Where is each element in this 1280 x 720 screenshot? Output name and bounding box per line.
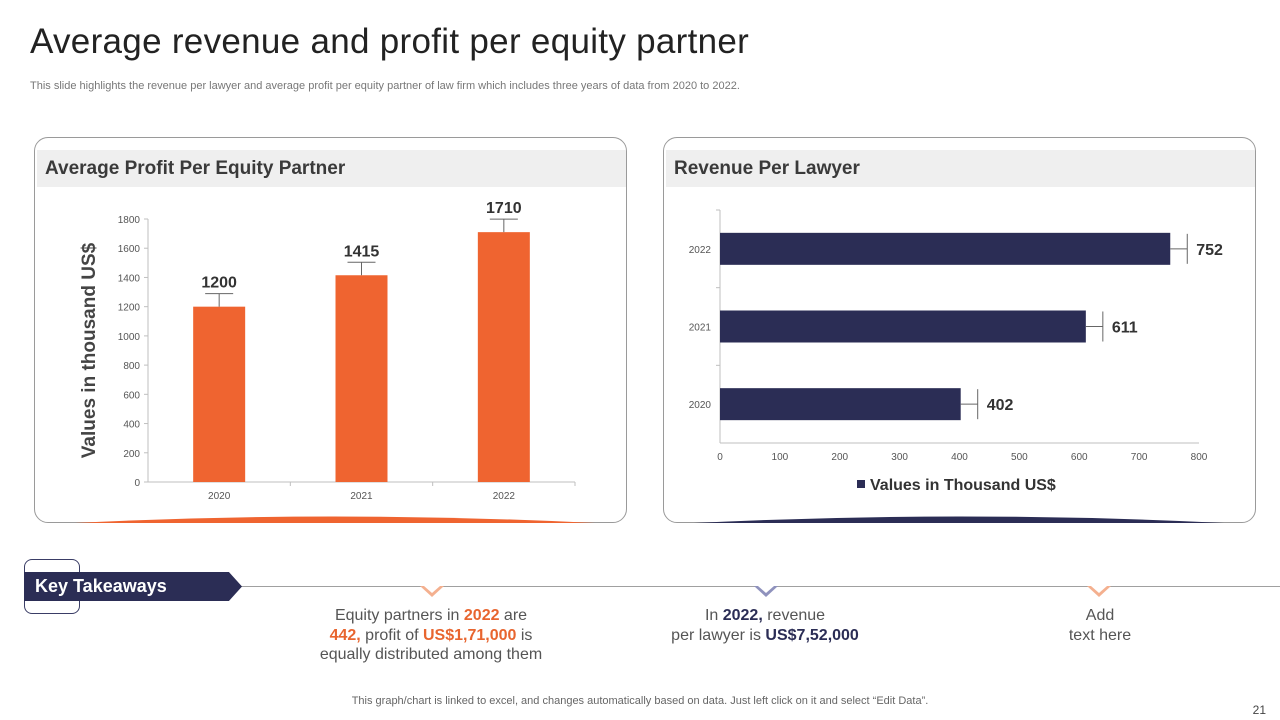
- page-subtitle: This slide highlights the revenue per la…: [30, 80, 740, 92]
- profit-chart-panel: Average Profit Per Equity Partner 0 200 40…: [34, 137, 627, 523]
- y-tick-label: 200: [123, 449, 140, 460]
- timeline-marker-1-inner: [424, 586, 440, 593]
- takeaway-1-line-3: equally distributed among them: [319, 646, 543, 663]
- timeline-marker-2-inner: [758, 586, 774, 593]
- legend-swatch: [857, 480, 865, 488]
- y-tick-label: 400: [123, 420, 140, 431]
- takeaway-3[interactable]: Add text here: [1040, 606, 1160, 645]
- bar-2021: [335, 275, 388, 482]
- takeaway-2-line-2: per lawyer is US$7,52,000: [671, 626, 859, 644]
- y-tick-label: 600: [123, 390, 140, 401]
- footer-note: This graph/chart is linked to excel, and…: [0, 695, 1280, 707]
- profit-bar-chart[interactable]: 0 200 400 600 800 1000 1200 1400 1600 1800 Values …: [35, 138, 628, 524]
- revenue-chart-header: Revenue Per Lawyer: [666, 150, 1255, 187]
- x-tick-label: 700: [1131, 452, 1148, 463]
- data-label-2020: 1200: [201, 275, 237, 292]
- y-tick-label: 1800: [118, 215, 141, 226]
- footer-note-text: This graph/chart is linked to excel, and…: [351, 695, 929, 707]
- y-tick-label: 1000: [118, 332, 141, 343]
- profit-chart-title: Average Profit Per Equity Partner: [45, 158, 346, 179]
- bar-2021: [720, 310, 1086, 343]
- legend-label: Values in Thousand US$: [870, 477, 1056, 494]
- bottom-accent-wave: [694, 516, 1224, 523]
- data-label-2021: 1415: [344, 243, 380, 260]
- x-tick-label: 400: [951, 452, 968, 463]
- key-takeaways-banner: Key Takeaways: [24, 572, 242, 601]
- y-tick-label: 2021: [689, 323, 712, 334]
- data-label-2021: 611: [1112, 320, 1138, 337]
- takeaway-2[interactable]: In 2022, revenue per lawyer is US$7,52,0…: [640, 606, 890, 645]
- takeaway-1[interactable]: Equity partners in 2022 are 442, profit …: [300, 606, 562, 665]
- takeaway-3-line-1: Add: [1085, 607, 1115, 624]
- y-tick-label: 1400: [118, 273, 141, 284]
- revenue-chart-panel: Revenue Per Lawyer 0 100 200 300 400 500 600 70…: [663, 137, 1256, 523]
- y-tick-label: 800: [123, 361, 140, 372]
- x-tick-label: 2020: [208, 491, 231, 502]
- page-title: Average revenue and profit per equity pa…: [30, 22, 750, 61]
- takeaway-3-line-2: text here: [1068, 626, 1132, 644]
- x-tick-label: 500: [1011, 452, 1028, 463]
- bar-2020: [720, 388, 961, 421]
- x-tick-label: 200: [831, 452, 848, 463]
- y-tick-label: 0: [134, 478, 140, 489]
- page-number: 21: [1252, 703, 1266, 717]
- bar-2022: [477, 232, 530, 482]
- takeaway-1-line-2: 442, profit of US$1,71,000 is: [329, 626, 533, 644]
- y-tick-label: 2022: [689, 245, 712, 256]
- y-tick-label: 1600: [118, 244, 141, 255]
- y-tick-label: 1200: [118, 303, 141, 314]
- takeaway-1-line-1: Equity partners in 2022 are: [334, 607, 528, 624]
- takeaway-2-line-1: In 2022, revenue: [704, 607, 826, 624]
- key-takeaways-label: Key Takeaways: [35, 576, 167, 596]
- x-tick-label: 2021: [350, 491, 373, 502]
- data-label-2020: 402: [987, 397, 1014, 414]
- y-axis-title: Values in thousand US$: [79, 242, 100, 458]
- revenue-bar-chart[interactable]: 0 100 200 300 400 500 600 700 800 752 2022 611 2021 4…: [664, 138, 1257, 524]
- x-tick-label: 100: [772, 452, 789, 463]
- y-tick-label: 2020: [689, 400, 712, 411]
- x-tick-label: 800: [1191, 452, 1208, 463]
- x-tick-label: 300: [891, 452, 908, 463]
- revenue-chart-title: Revenue Per Lawyer: [674, 158, 860, 179]
- data-label-2022: 1710: [486, 200, 522, 217]
- bar-2020: [193, 306, 246, 482]
- x-tick-label: 0: [717, 452, 723, 463]
- x-tick-label: 2022: [493, 491, 516, 502]
- profit-chart-header: Average Profit Per Equity Partner: [37, 150, 626, 187]
- x-tick-label: 600: [1071, 452, 1088, 463]
- bar-2022: [720, 232, 1171, 265]
- timeline-marker-3-inner: [1091, 586, 1107, 593]
- bottom-accent-wave: [75, 516, 595, 523]
- data-label-2022: 752: [1196, 242, 1223, 259]
